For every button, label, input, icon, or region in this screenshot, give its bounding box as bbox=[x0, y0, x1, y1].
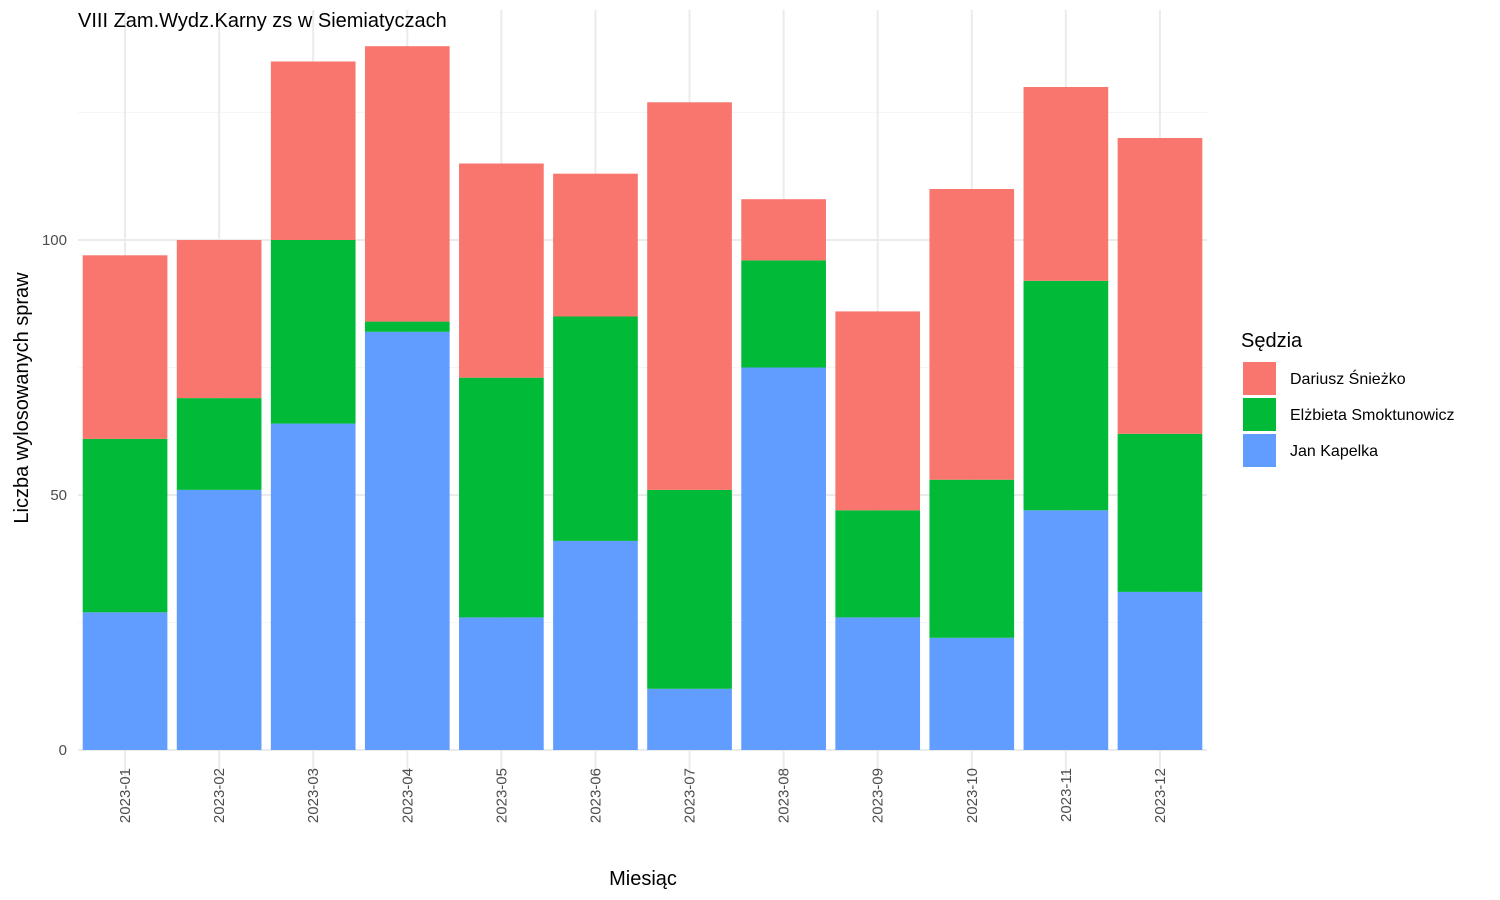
bar-segment bbox=[459, 377, 544, 618]
bar-segment bbox=[270, 240, 356, 424]
x-tick-label: 2023-02 bbox=[211, 768, 228, 823]
x-tick-label: 2023-04 bbox=[399, 768, 416, 823]
bar-segment bbox=[835, 617, 921, 750]
bar-segment bbox=[1117, 138, 1203, 434]
x-tick-label: 2023-11 bbox=[1058, 768, 1075, 822]
bar-stack-2023-08 bbox=[741, 199, 826, 750]
bar-segment bbox=[741, 199, 826, 261]
bar-segment bbox=[553, 173, 638, 317]
bar-segment bbox=[1117, 591, 1203, 750]
bar-segment bbox=[647, 489, 732, 689]
bar-stack-2023-10 bbox=[929, 189, 1015, 750]
bar-segment bbox=[270, 423, 356, 750]
bar-segment bbox=[82, 255, 168, 439]
legend-item-label: Dariusz Śnieżko bbox=[1290, 369, 1406, 388]
bar-segment bbox=[741, 260, 826, 368]
x-tick-label: 2023-05 bbox=[493, 768, 510, 823]
legend-swatch bbox=[1243, 398, 1276, 431]
x-tick-label: 2023-12 bbox=[1152, 768, 1169, 823]
legend-swatch bbox=[1243, 362, 1276, 395]
bar-stack-2023-01 bbox=[82, 255, 168, 750]
y-tick-label: 100 bbox=[42, 232, 67, 249]
bar-segment bbox=[741, 367, 826, 750]
legend-item-label: Jan Kapelka bbox=[1290, 443, 1378, 460]
bar-segment bbox=[929, 637, 1015, 750]
x-tick-label: 2023-09 bbox=[870, 768, 887, 823]
bar-segment bbox=[929, 189, 1015, 480]
bar-segment bbox=[364, 321, 450, 332]
legend-swatch bbox=[1243, 434, 1276, 467]
x-axis-title: Miesiąc bbox=[609, 868, 677, 890]
bar-stack-2023-11 bbox=[1023, 87, 1109, 750]
bar-segment bbox=[553, 540, 638, 750]
legend-item-label: Elżbieta Smoktunowicz bbox=[1290, 407, 1455, 424]
bar-segment bbox=[459, 617, 544, 750]
bar-segment bbox=[364, 46, 450, 322]
bar-segment bbox=[1023, 280, 1109, 511]
x-tick-label: 2023-03 bbox=[305, 768, 322, 823]
chart-title: VIII Zam.Wydz.Karny zs w Siemiatyczach bbox=[78, 10, 447, 32]
bar-segment bbox=[647, 688, 732, 750]
x-tick-label: 2023-08 bbox=[776, 768, 793, 823]
y-tick-label: 50 bbox=[50, 487, 67, 504]
bar-segment bbox=[176, 240, 262, 399]
bar-stack-2023-02 bbox=[176, 240, 262, 750]
bar-segment bbox=[1023, 510, 1109, 750]
bar-segment bbox=[82, 612, 168, 750]
bar-segment bbox=[835, 311, 921, 511]
bar-segment bbox=[270, 61, 356, 240]
legend-title: Sędzia bbox=[1241, 330, 1303, 352]
bar-segment bbox=[364, 331, 450, 750]
bar-segment bbox=[82, 438, 168, 613]
bar-stack-2023-12 bbox=[1117, 138, 1203, 750]
bar-stack-2023-07 bbox=[647, 102, 732, 750]
y-axis-ticks: 0 50 100 bbox=[42, 232, 67, 759]
x-axis-ticks: 2023-01 2023-02 2023-03 2023-04 2023-05 2023-… bbox=[117, 768, 1169, 823]
bars bbox=[82, 46, 1203, 750]
bar-stack-2023-04 bbox=[364, 46, 450, 750]
x-tick-label: 2023-10 bbox=[964, 768, 981, 823]
bar-stack-2023-05 bbox=[459, 163, 544, 750]
bar-segment bbox=[1023, 87, 1109, 281]
y-axis-title: Liczba wylosowanych spraw bbox=[11, 272, 33, 524]
bar-segment bbox=[176, 398, 262, 490]
bar-segment bbox=[459, 163, 544, 378]
bar-segment bbox=[929, 479, 1015, 638]
bar-stack-2023-03 bbox=[270, 61, 356, 750]
bar-segment bbox=[1117, 433, 1203, 592]
legend: Sędzia Dariusz Śnieżko Elżbieta Smoktunow… bbox=[1241, 330, 1455, 467]
bar-segment bbox=[176, 489, 262, 750]
bar-stack-2023-06 bbox=[553, 173, 638, 750]
x-tick-label: 2023-07 bbox=[682, 768, 699, 823]
bar-stack-2023-09 bbox=[835, 311, 921, 750]
bar-segment bbox=[647, 102, 732, 490]
y-tick-label: 0 bbox=[59, 742, 67, 759]
x-tick-label: 2023-06 bbox=[587, 768, 604, 823]
bar-segment bbox=[553, 316, 638, 541]
bar-segment bbox=[835, 510, 921, 618]
x-tick-label: 2023-01 bbox=[117, 768, 134, 823]
